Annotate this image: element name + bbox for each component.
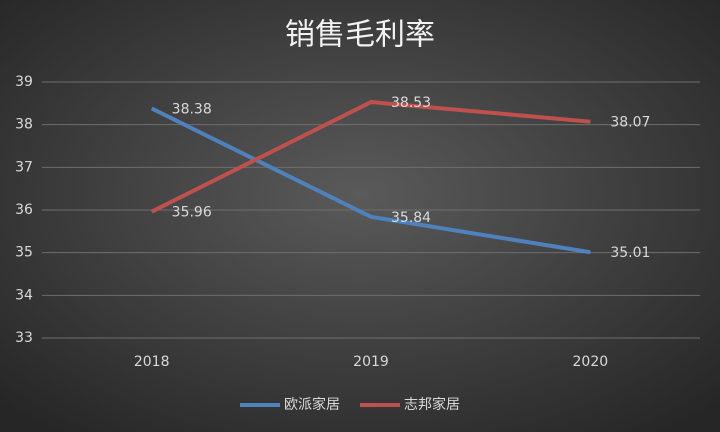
y-tick-label: 35 bbox=[15, 245, 33, 261]
y-tick-label: 38 bbox=[15, 117, 33, 133]
y-tick-label: 33 bbox=[15, 330, 33, 346]
data-label: 35.84 bbox=[391, 210, 431, 226]
data-label: 35.01 bbox=[610, 245, 650, 261]
x-tick-label: 2020 bbox=[573, 354, 609, 370]
y-tick-label: 36 bbox=[15, 202, 33, 218]
series-line bbox=[150, 100, 591, 214]
y-tick-label: 39 bbox=[15, 74, 33, 90]
chart-title: 销售毛利率 bbox=[285, 18, 435, 53]
y-tick-label: 37 bbox=[15, 159, 33, 175]
y-tick-label: 34 bbox=[15, 287, 33, 303]
data-label: 38.38 bbox=[172, 101, 212, 117]
x-tick-label: 2018 bbox=[134, 354, 170, 370]
legend-label: 欧派家居 bbox=[284, 396, 340, 413]
data-label: 38.53 bbox=[391, 95, 431, 111]
series-line bbox=[150, 106, 591, 255]
data-label: 35.96 bbox=[172, 205, 212, 221]
data-label: 38.07 bbox=[610, 115, 650, 131]
x-tick-label: 2019 bbox=[353, 354, 389, 370]
legend-label: 志邦家居 bbox=[404, 396, 460, 413]
